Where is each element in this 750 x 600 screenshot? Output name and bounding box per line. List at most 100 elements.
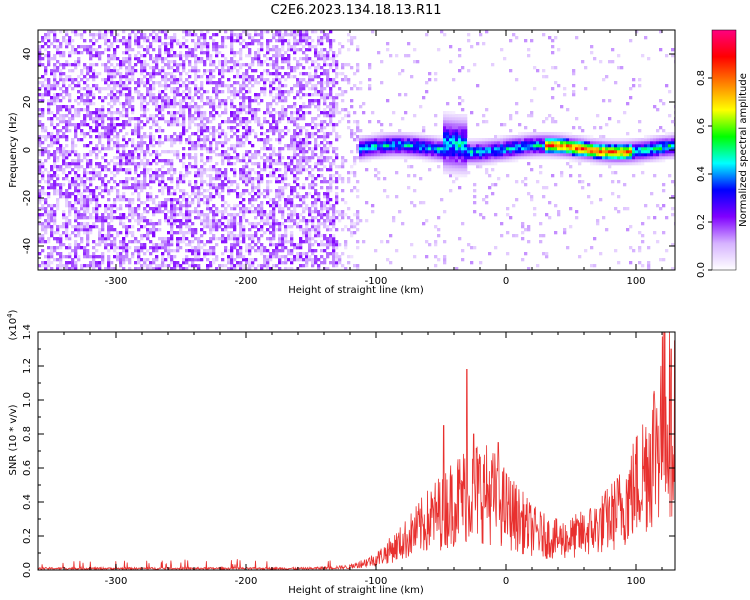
heatmap-cell <box>296 168 300 172</box>
heatmap-cell <box>239 138 243 142</box>
heatmap-cell <box>182 165 186 169</box>
heatmap-cell <box>149 180 153 184</box>
heatmap-cell <box>407 54 411 58</box>
heatmap-cell <box>221 42 225 46</box>
heatmap-cell <box>236 183 240 187</box>
heatmap-cell <box>194 87 198 91</box>
heatmap-cell <box>224 36 228 40</box>
heatmap-cell <box>353 231 357 235</box>
heatmap-cell <box>290 171 294 175</box>
heatmap-cell <box>176 153 180 157</box>
heatmap-cell <box>218 174 222 178</box>
heatmap-cell <box>38 51 42 55</box>
heatmap-cell <box>62 84 66 88</box>
heatmap-cell <box>248 180 252 184</box>
heatmap-cell <box>143 114 147 118</box>
heatmap-cell <box>281 234 285 238</box>
heatmap-cell <box>326 51 330 55</box>
heatmap-cell <box>152 39 156 43</box>
heatmap-cell <box>293 84 297 88</box>
heatmap-cell <box>122 180 126 184</box>
heatmap-cell <box>41 261 45 265</box>
heatmap-cell <box>260 204 264 208</box>
heatmap-cell <box>296 84 300 88</box>
heatmap-cell <box>74 153 78 157</box>
heatmap-cell <box>74 159 78 163</box>
heatmap-cell <box>74 111 78 115</box>
heatmap-cell <box>221 90 225 94</box>
heatmap-cell <box>293 147 297 151</box>
heatmap-cell <box>176 219 180 223</box>
heatmap-cell <box>188 60 192 64</box>
heatmap-cell <box>83 81 87 85</box>
heatmap-cell <box>275 33 279 37</box>
heatmap-cell <box>68 237 72 241</box>
heatmap-cell <box>329 117 333 121</box>
heatmap-cell <box>98 111 102 115</box>
heatmap-cell <box>95 162 99 166</box>
heatmap-cell <box>245 261 249 265</box>
heatmap-cell <box>176 231 180 235</box>
heatmap-cell <box>185 39 189 43</box>
heatmap-cell <box>128 60 132 64</box>
heatmap-cell <box>365 219 369 223</box>
heatmap-cell <box>122 102 126 106</box>
heatmap-cell <box>146 45 150 49</box>
heatmap-cell <box>320 141 324 145</box>
heatmap-cell <box>128 225 132 229</box>
heatmap-cell <box>92 195 96 199</box>
heatmap-cell <box>74 225 78 229</box>
heatmap-cell <box>47 33 51 37</box>
heatmap-cell <box>251 258 255 262</box>
heatmap-cell <box>53 162 57 166</box>
heatmap-cell <box>293 177 297 181</box>
heatmap-cell <box>293 174 297 178</box>
heatmap-cell <box>215 162 219 166</box>
heatmap-cell <box>185 255 189 259</box>
heatmap-cell <box>428 135 432 139</box>
heatmap-cell <box>278 111 282 115</box>
heatmap-cell <box>50 111 54 115</box>
heatmap-cell <box>128 204 132 208</box>
heatmap-cell <box>260 264 264 268</box>
heatmap-cell <box>107 198 111 202</box>
heatmap-cell <box>104 234 108 238</box>
heatmap-cell <box>347 261 351 265</box>
heatmap-cell <box>251 222 255 226</box>
heatmap-cell <box>320 90 324 94</box>
heatmap-cell <box>296 162 300 166</box>
heatmap-cell <box>149 138 153 142</box>
heatmap-cell <box>176 117 180 121</box>
heatmap-cell <box>365 168 369 172</box>
heatmap-cell <box>56 129 60 133</box>
heatmap-cell <box>110 132 114 136</box>
heatmap-cell <box>413 135 417 139</box>
heatmap-cell <box>209 252 213 256</box>
heatmap-cell <box>260 180 264 184</box>
heatmap-cell <box>296 123 300 127</box>
heatmap-cell <box>398 144 402 148</box>
heatmap-cell <box>182 45 186 49</box>
heatmap-cell <box>275 60 279 64</box>
heatmap-cell <box>332 114 336 118</box>
heatmap-cell <box>272 210 276 214</box>
heatmap-cell <box>86 222 90 226</box>
heatmap-cell <box>281 129 285 133</box>
heatmap-cell <box>311 60 315 64</box>
heatmap-cell <box>182 153 186 157</box>
heatmap-cell <box>332 54 336 58</box>
heatmap-cell <box>122 237 126 241</box>
heatmap-cell <box>146 237 150 241</box>
heatmap-cell <box>443 111 447 115</box>
heatmap-cell <box>107 249 111 253</box>
heatmap-cell <box>224 228 228 232</box>
heatmap-cell <box>407 150 411 154</box>
heatmap-cell <box>257 138 261 142</box>
heatmap-cell <box>47 252 51 256</box>
heatmap-cell <box>179 228 183 232</box>
heatmap-cell <box>65 123 69 127</box>
heatmap-cell <box>146 51 150 55</box>
heatmap-cell <box>38 213 42 217</box>
heatmap-cell <box>239 210 243 214</box>
heatmap-cell <box>206 57 210 61</box>
